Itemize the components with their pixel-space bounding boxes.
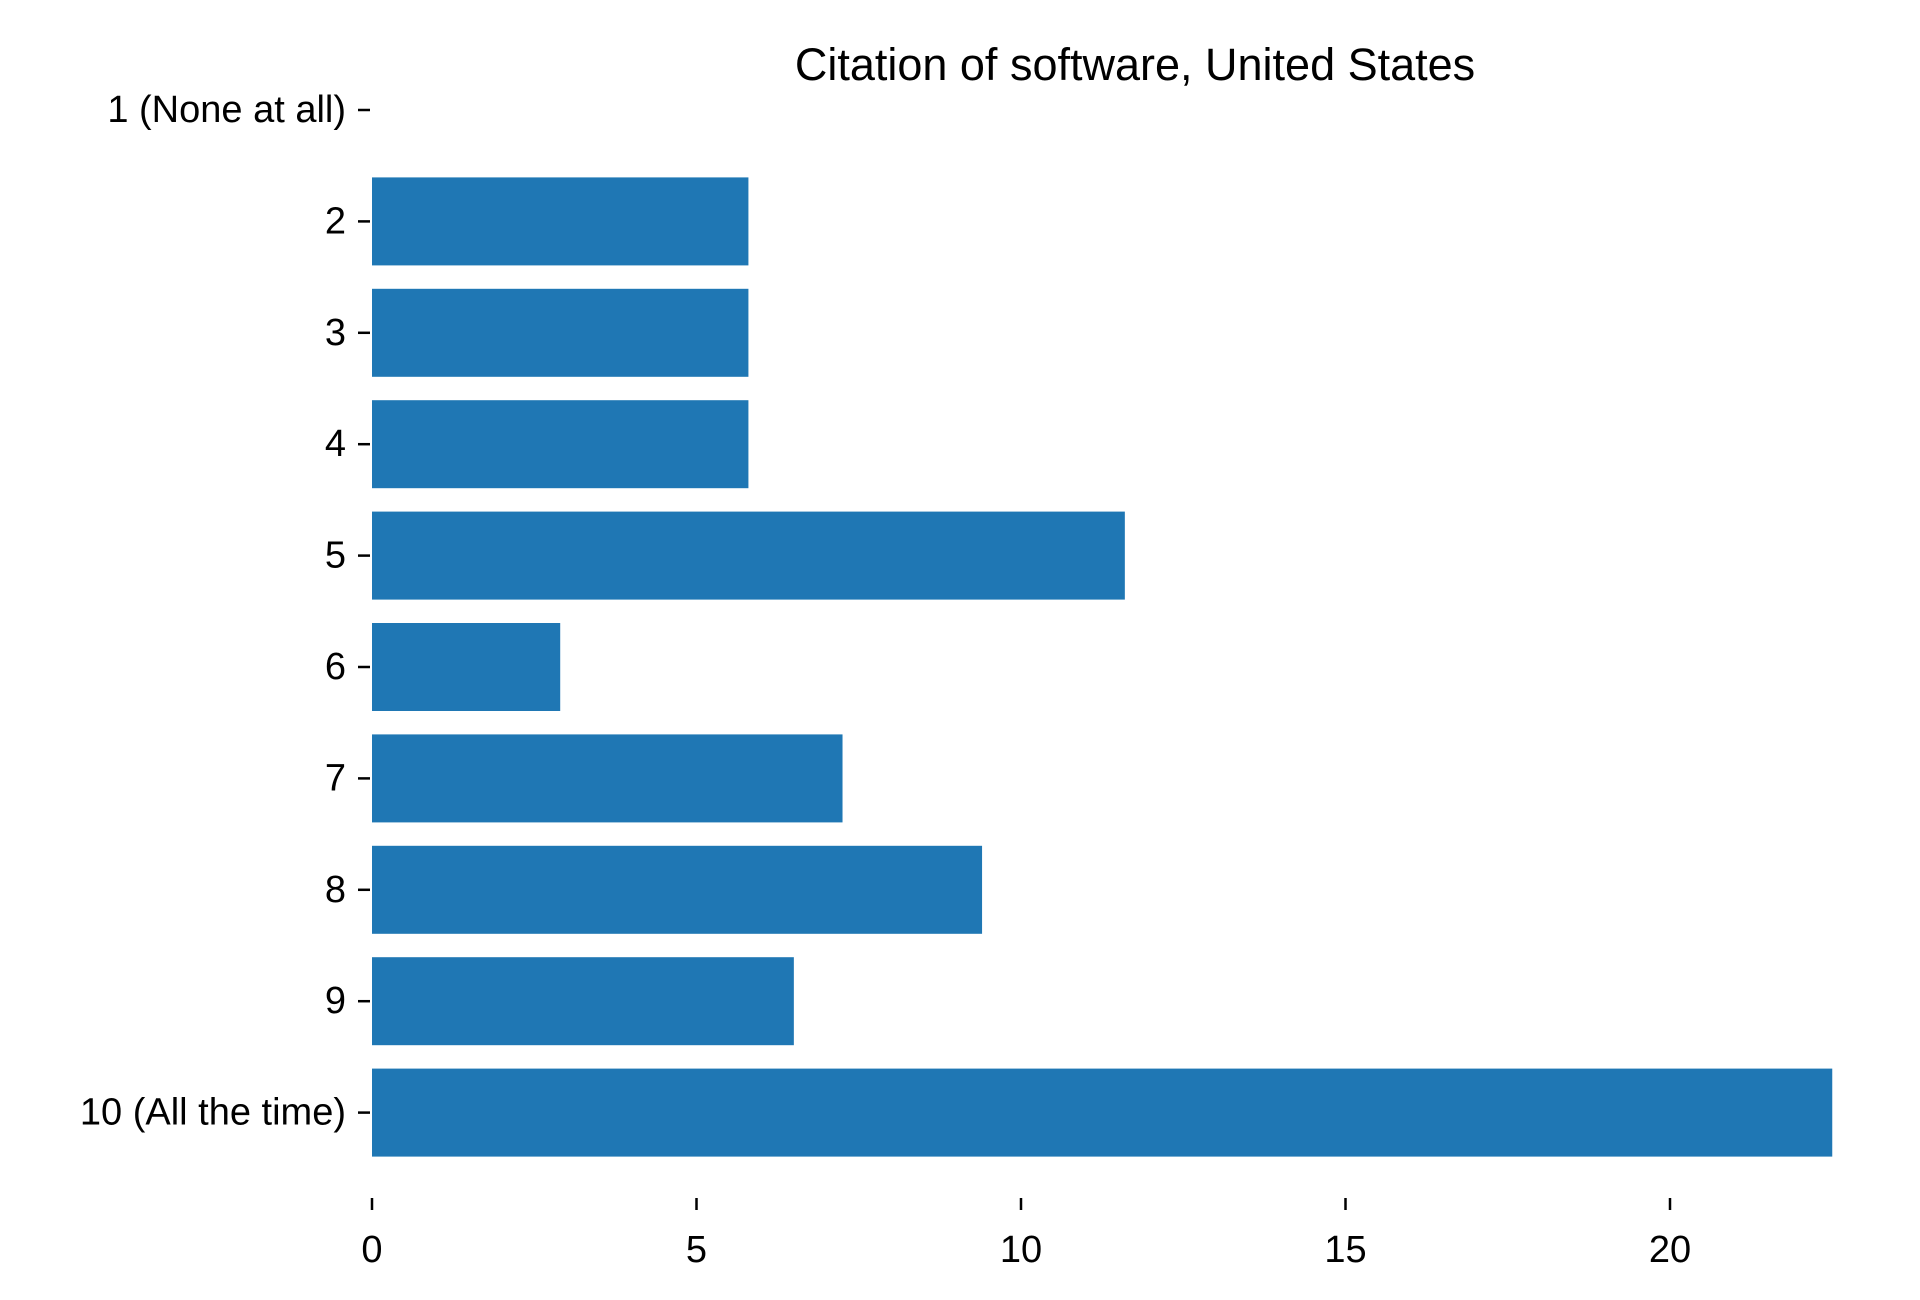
y-tick-label: 9 bbox=[325, 980, 346, 1022]
x-tick-label: 0 bbox=[361, 1229, 382, 1271]
x-axis: 0 5 10 15 20 bbox=[361, 1198, 1691, 1271]
y-tick-label: 5 bbox=[325, 535, 346, 577]
y-tick-label: 7 bbox=[325, 757, 346, 799]
bars-group bbox=[372, 177, 1833, 1157]
bar bbox=[372, 957, 794, 1046]
bar bbox=[372, 623, 561, 711]
x-tick-label: 15 bbox=[1324, 1229, 1366, 1271]
y-tick-label: 6 bbox=[325, 646, 346, 688]
bar bbox=[372, 734, 843, 823]
y-tick-label: 1 (None at all) bbox=[107, 89, 346, 131]
y-tick-label: 10 (All the time) bbox=[80, 1092, 346, 1134]
y-tick-label: 4 bbox=[325, 423, 346, 465]
bar bbox=[372, 177, 749, 266]
x-tick-label: 10 bbox=[1000, 1229, 1042, 1271]
y-axis: 1 (None at all) 2 3 4 5 6 7 8 9 10 (All the time) bbox=[80, 89, 370, 1134]
y-tick-label: 8 bbox=[325, 869, 346, 911]
y-tick-label: 3 bbox=[325, 312, 346, 354]
bar bbox=[372, 400, 749, 489]
bar bbox=[372, 511, 1125, 600]
bar bbox=[372, 845, 983, 934]
x-tick-label: 5 bbox=[686, 1229, 707, 1271]
y-tick-label: 2 bbox=[325, 200, 346, 242]
bar bbox=[372, 1068, 1833, 1157]
chart-title: Citation of software, United States bbox=[795, 39, 1475, 90]
bar bbox=[372, 288, 749, 377]
x-tick-label: 20 bbox=[1649, 1229, 1691, 1271]
